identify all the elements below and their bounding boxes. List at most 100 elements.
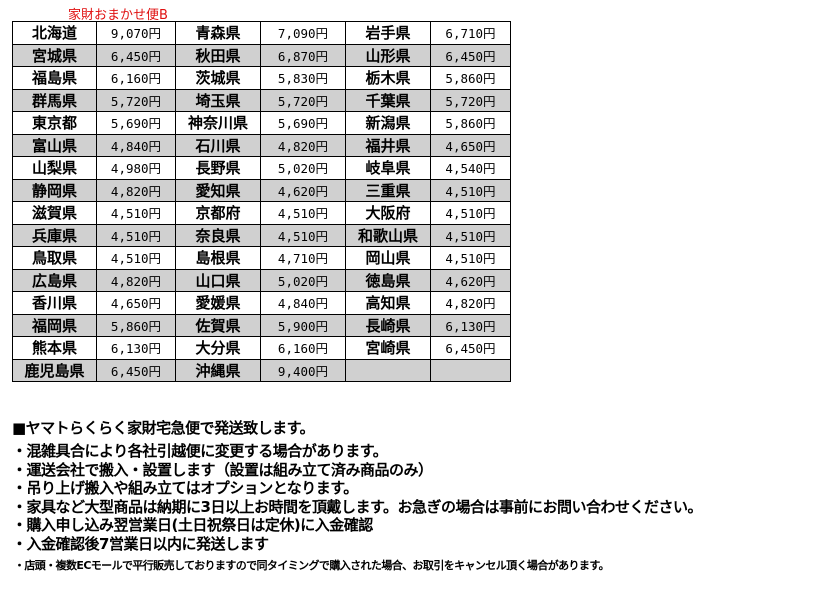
- prefecture-cell: 沖縄県: [175, 358, 261, 382]
- note-item: ・家具など大型商品は納期に3日以上お時間を頂戴します。お急ぎの場合は事前にお問い…: [12, 497, 702, 516]
- price-cell: 6,450円: [96, 43, 176, 67]
- prefecture-cell: 群馬県: [12, 88, 97, 112]
- prefecture-cell: 佐賀県: [175, 313, 261, 337]
- prefecture-cell: 愛知県: [175, 178, 261, 202]
- prefecture-cell: 愛媛県: [175, 291, 261, 315]
- prefecture-cell: 秋田県: [175, 43, 261, 67]
- table-row: 福岡県 5,860円 佐賀県 5,900円 長崎県 6,130円: [12, 313, 511, 337]
- prefecture-cell: 山形県: [345, 43, 431, 67]
- prefecture-cell: 岐阜県: [345, 156, 431, 180]
- price-cell: 4,510円: [430, 201, 511, 225]
- table-row: 熊本県 6,130円 大分県 6,160円 宮崎県 6,450円: [12, 336, 511, 360]
- prefecture-cell: 宮城県: [12, 43, 97, 67]
- prefecture-cell: 香川県: [12, 291, 97, 315]
- prefecture-cell: 岩手県: [345, 21, 431, 45]
- price-cell: 4,510円: [96, 223, 176, 247]
- prefecture-cell: 神奈川県: [175, 111, 261, 135]
- prefecture-cell: 栃木県: [345, 66, 431, 90]
- table-row: 鳥取県 4,510円 島根県 4,710円 岡山県 4,510円: [12, 246, 511, 270]
- price-cell: 4,840円: [260, 291, 346, 315]
- note-item: ・運送会社で搬入・設置します（設置は組み立て済み商品のみ）: [12, 460, 433, 479]
- prefecture-cell: 新潟県: [345, 111, 431, 135]
- price-cell: 6,870円: [260, 43, 346, 67]
- price-cell: 6,450円: [96, 358, 176, 382]
- prefecture-cell: 島根県: [175, 246, 261, 270]
- prefecture-cell: 千葉県: [345, 88, 431, 112]
- price-cell: 4,510円: [96, 201, 176, 225]
- price-cell: 4,820円: [96, 268, 176, 292]
- prefecture-cell: 高知県: [345, 291, 431, 315]
- price-cell: 6,450円: [430, 43, 511, 67]
- prefecture-cell: 熊本県: [12, 336, 97, 360]
- price-cell: 4,510円: [260, 223, 346, 247]
- prefecture-cell: 福島県: [12, 66, 97, 90]
- price-cell: 4,650円: [430, 133, 511, 157]
- prefecture-cell: 三重県: [345, 178, 431, 202]
- price-cell: 5,860円: [430, 111, 511, 135]
- price-cell: 5,720円: [96, 88, 176, 112]
- table-row: 鹿児島県 6,450円 沖縄県 9,400円: [12, 358, 511, 382]
- prefecture-cell: 長崎県: [345, 313, 431, 337]
- price-cell: 7,090円: [260, 21, 346, 45]
- price-cell: 4,510円: [260, 201, 346, 225]
- prefecture-cell: 石川県: [175, 133, 261, 157]
- price-cell: 5,860円: [430, 66, 511, 90]
- table-row: 北海道 9,070円 青森県 7,090円 岩手県 6,710円: [12, 21, 511, 45]
- price-cell: 4,510円: [96, 246, 176, 270]
- prefecture-cell: 宮崎県: [345, 336, 431, 360]
- note-item: ・購入申し込み翌営業日(土日祝祭日は定休)に入金確認: [12, 516, 373, 534]
- price-cell: 4,510円: [430, 246, 511, 270]
- service-title: 家財おまかせ便B: [68, 8, 168, 23]
- price-cell: 6,160円: [260, 336, 346, 360]
- price-cell: 5,020円: [260, 156, 346, 180]
- price-cell: 4,620円: [430, 268, 511, 292]
- prefecture-cell: 奈良県: [175, 223, 261, 247]
- prefecture-cell: 福井県: [345, 133, 431, 157]
- shipping-heading: ■ヤマトらくらく家財宅急便で発送致します。: [12, 419, 315, 437]
- prefecture-cell: 和歌山県: [345, 223, 431, 247]
- price-cell: [430, 358, 511, 382]
- prefecture-cell: 富山県: [12, 133, 97, 157]
- prefecture-cell: 鹿児島県: [12, 358, 97, 382]
- small-note: ・店頭・複数ECモールで平行販売しておりますので同タイミングで購入された場合、お…: [14, 559, 610, 572]
- price-cell: 4,510円: [430, 223, 511, 247]
- price-cell: 4,540円: [430, 156, 511, 180]
- price-cell: 4,650円: [96, 291, 176, 315]
- table-row: 静岡県 4,820円 愛知県 4,620円 三重県 4,510円: [12, 178, 511, 202]
- price-cell: 5,860円: [96, 313, 176, 337]
- price-cell: 9,400円: [260, 358, 346, 382]
- table-row: 東京都 5,690円 神奈川県 5,690円 新潟県 5,860円: [12, 111, 511, 135]
- price-cell: 5,020円: [260, 268, 346, 292]
- prefecture-cell: 徳島県: [345, 268, 431, 292]
- prefecture-cell: 長野県: [175, 156, 261, 180]
- price-cell: 6,160円: [96, 66, 176, 90]
- prefecture-cell: 山梨県: [12, 156, 97, 180]
- prefecture-cell: 山口県: [175, 268, 261, 292]
- prefecture-cell: 岡山県: [345, 246, 431, 270]
- price-cell: 4,820円: [260, 133, 346, 157]
- price-cell: 4,710円: [260, 246, 346, 270]
- table-row: 兵庫県 4,510円 奈良県 4,510円 和歌山県 4,510円: [12, 223, 511, 247]
- table-row: 富山県 4,840円 石川県 4,820円 福井県 4,650円: [12, 133, 511, 157]
- table-row: 香川県 4,650円 愛媛県 4,840円 高知県 4,820円: [12, 291, 511, 315]
- price-cell: 5,690円: [96, 111, 176, 135]
- price-cell: 5,720円: [430, 88, 511, 112]
- price-cell: 6,450円: [430, 336, 511, 360]
- price-cell: 4,840円: [96, 133, 176, 157]
- prefecture-cell: 兵庫県: [12, 223, 97, 247]
- note-item: ・吊り上げ搬入や組み立てはオプションとなります。: [12, 479, 358, 497]
- prefecture-cell: 大分県: [175, 336, 261, 360]
- note-item: ・入金確認後7営業日以内に発送します: [12, 534, 269, 553]
- table-row: 群馬県 5,720円 埼玉県 5,720円 千葉県 5,720円: [12, 88, 511, 112]
- price-cell: 6,130円: [96, 336, 176, 360]
- shipping-rate-table: 北海道 9,070円 青森県 7,090円 岩手県 6,710円 宮城県 6,450円 秋田県 6…: [12, 21, 511, 382]
- price-cell: 6,710円: [430, 21, 511, 45]
- price-cell: 5,830円: [260, 66, 346, 90]
- prefecture-cell: 鳥取県: [12, 246, 97, 270]
- price-cell: 9,070円: [96, 21, 176, 45]
- table-row: 滋賀県 4,510円 京都府 4,510円 大阪府 4,510円: [12, 201, 511, 225]
- price-cell: 5,690円: [260, 111, 346, 135]
- table-row: 宮城県 6,450円 秋田県 6,870円 山形県 6,450円: [12, 43, 511, 67]
- prefecture-cell: 北海道: [12, 21, 97, 45]
- prefecture-cell: 東京都: [12, 111, 97, 135]
